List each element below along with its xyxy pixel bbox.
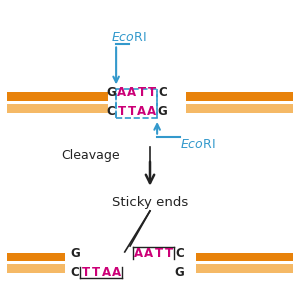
Text: A: A: [112, 266, 121, 279]
Text: T: T: [81, 266, 90, 279]
Text: T: T: [92, 266, 100, 279]
Text: T: T: [128, 106, 136, 118]
Text: G: G: [106, 86, 116, 99]
Text: A: A: [117, 86, 126, 99]
Text: Cleavage: Cleavage: [61, 149, 120, 162]
Text: A: A: [137, 106, 146, 118]
Text: G: G: [175, 266, 184, 279]
Text: A: A: [144, 247, 153, 260]
Text: $\it{Eco}$RI: $\it{Eco}$RI: [180, 138, 215, 151]
Bar: [186, 104, 293, 113]
Bar: [196, 264, 293, 273]
Text: C: C: [158, 86, 167, 99]
Bar: [7, 104, 108, 113]
Text: A: A: [134, 247, 143, 260]
Bar: [7, 264, 65, 273]
Text: A: A: [147, 106, 156, 118]
Bar: [7, 92, 108, 101]
Text: T: T: [117, 106, 125, 118]
Text: $\it{Eco}$RI: $\it{Eco}$RI: [111, 31, 147, 44]
Text: A: A: [102, 266, 111, 279]
Bar: [7, 253, 65, 262]
Bar: [196, 253, 293, 262]
Bar: [116, 89, 157, 118]
Text: G: G: [158, 106, 167, 118]
Text: C: C: [175, 247, 184, 260]
Text: G: G: [70, 247, 80, 260]
Text: T: T: [155, 247, 163, 260]
Text: C: C: [71, 266, 80, 279]
Text: Sticky ends: Sticky ends: [112, 196, 188, 208]
Text: C: C: [106, 106, 115, 118]
Text: T: T: [148, 86, 156, 99]
Bar: [186, 92, 293, 101]
Text: T: T: [165, 247, 173, 260]
Text: T: T: [138, 86, 146, 99]
Text: A: A: [127, 86, 136, 99]
